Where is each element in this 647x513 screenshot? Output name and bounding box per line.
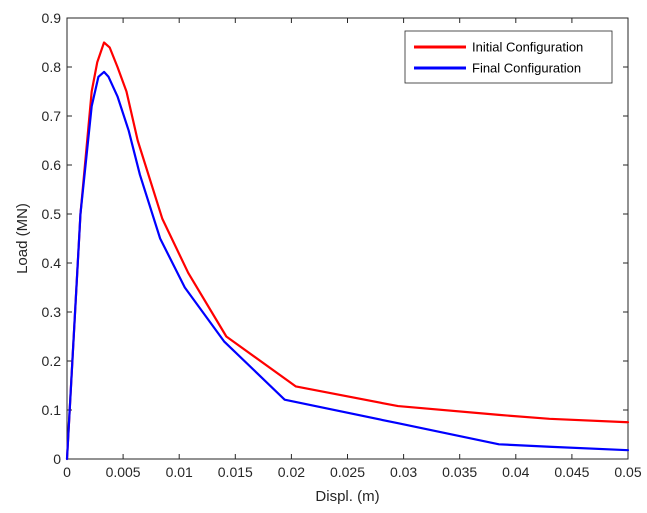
x-tick-label: 0.01 <box>166 464 193 480</box>
y-tick-label: 0.2 <box>42 353 62 369</box>
x-tick-label: 0.035 <box>442 464 477 480</box>
x-tick-label: 0.015 <box>218 464 253 480</box>
y-tick-label: 0.3 <box>42 304 62 320</box>
x-tick-label: 0.05 <box>614 464 641 480</box>
y-axis-ticks: 0 0.1 0.2 0.3 0.4 0.5 0.6 0.7 0.8 0.9 <box>42 10 628 467</box>
x-tick-label: 0.02 <box>278 464 305 480</box>
y-tick-label: 0.8 <box>42 59 62 75</box>
x-tick-label: 0.005 <box>106 464 141 480</box>
x-tick-label: 0.045 <box>554 464 589 480</box>
series-line-final-configuration <box>65 70 630 461</box>
y-tick-label: 0.9 <box>42 10 62 26</box>
x-axis-title: Displ. (m) <box>315 488 379 505</box>
x-tick-label: 0.03 <box>390 464 417 480</box>
x-axis-ticks: 0 0.005 0.01 0.015 0.02 0.025 0.03 0.035 0.04 0.0… <box>63 18 642 480</box>
plot-area <box>66 17 629 460</box>
y-tick-label: 0.4 <box>42 255 62 271</box>
y-tick-label: 0.5 <box>42 206 62 222</box>
legend-label-initial-configuration: Initial Configuration <box>472 40 583 55</box>
y-tick-label: 0.1 <box>42 402 62 418</box>
y-axis-title: Load (MN) <box>14 203 31 274</box>
x-tick-label: 0.025 <box>330 464 365 480</box>
x-tick-label: 0 <box>63 464 71 480</box>
y-tick-label: 0.7 <box>42 108 62 124</box>
legend-box <box>404 30 613 84</box>
x-tick-label: 0.04 <box>502 464 529 480</box>
legend-label-final-configuration: Final Configuration <box>472 61 581 76</box>
y-tick-label: 0.6 <box>42 157 62 173</box>
legend: Initial Configuration Final Configuratio… <box>404 30 613 84</box>
series-line-initial-configuration <box>65 41 630 461</box>
y-tick-label: 0 <box>53 451 61 467</box>
series-layer <box>65 41 630 461</box>
